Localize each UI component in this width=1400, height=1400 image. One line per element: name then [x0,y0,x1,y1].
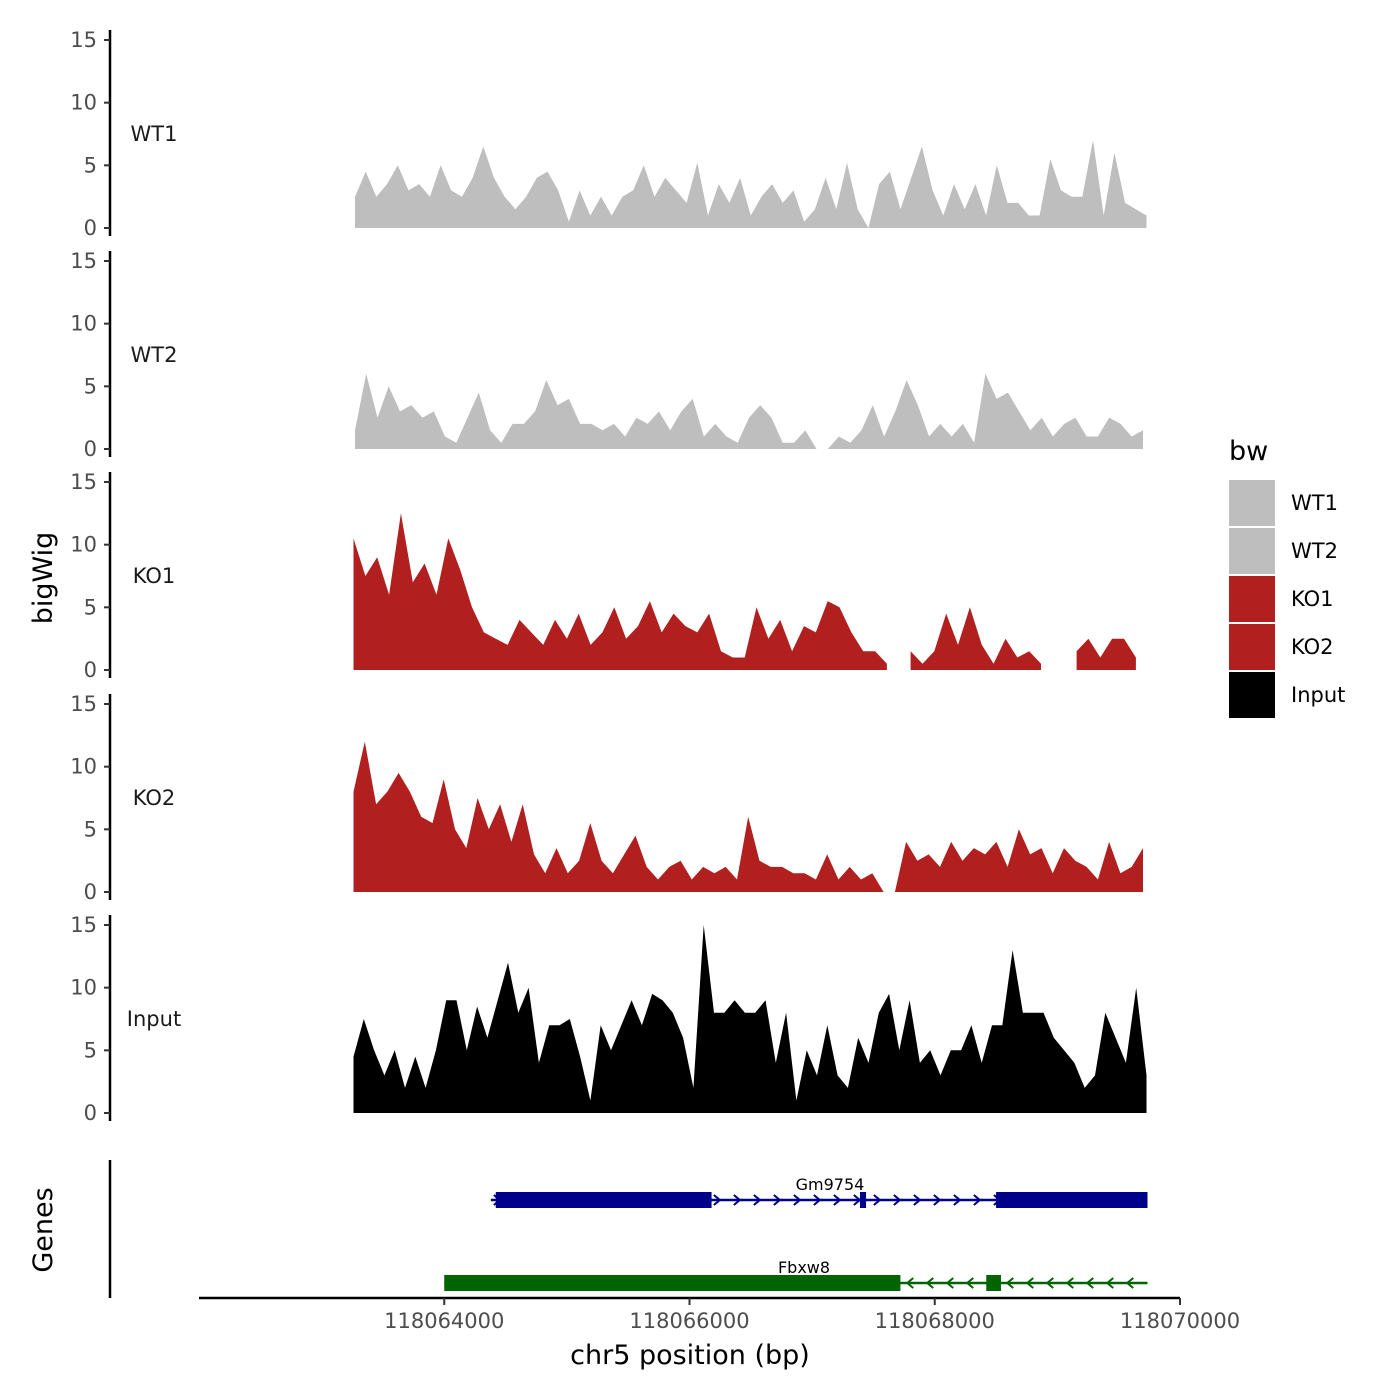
strand-arrow [973,1194,982,1206]
strand-arrow [1085,1277,1094,1289]
strand-arrow [733,1194,742,1206]
track-area-wt2 [355,373,1143,449]
strand-arrow [1125,1277,1134,1289]
legend-label: KO1 [1291,587,1334,611]
gene-gm9754: Gm9754 [490,1175,1148,1208]
strand-arrow [1045,1277,1054,1289]
strand-arrow [813,1194,822,1206]
y-tick-label: 15 [70,249,97,273]
y-tick-label: 15 [70,28,97,52]
legend-label: Input [1291,683,1345,707]
strand-arrow [893,1194,902,1206]
strand-arrow [1105,1277,1114,1289]
y-tick-label: 10 [70,312,97,336]
x-axis: 118064000 118066000 118068000 118070000 [199,1296,1240,1333]
track-area-ko1 [1076,638,1136,670]
strand-arrow [753,1194,762,1206]
y-tick-label: 5 [84,374,97,398]
gene-exon [986,1275,1001,1291]
gene-exon [996,1192,1148,1208]
y-tick-label: 5 [84,595,97,619]
strand-arrow [953,1194,962,1206]
track-label: KO2 [133,786,176,810]
gene-exon [444,1275,901,1291]
track-ko1: 0 5 10 15 KO1 [70,470,1136,682]
y-tick-label: 0 [84,880,97,904]
track-area-ko1 [353,513,887,670]
strand-arrow [905,1277,914,1289]
x-tick-label: 118064000 [384,1309,504,1333]
legend-label: WT2 [1291,539,1338,563]
track-label: KO1 [133,564,176,588]
strand-arrow [853,1194,862,1206]
legend-key-input [1229,672,1275,718]
track-ko2: 0 5 10 15 KO2 [70,692,1143,904]
gene-exon [495,1192,712,1208]
y-tick-label: 10 [70,533,97,557]
genes-axis-title: Genes [28,1187,59,1272]
strand-arrow [713,1194,722,1206]
y-tick-label: 5 [84,1038,97,1062]
y-tick-label: 5 [84,817,97,841]
track-label: Input [127,1007,181,1031]
track-area-ko1 [910,607,1041,670]
y-tick-label: 10 [70,755,97,779]
legend-title: bw [1229,436,1268,467]
track-area-input [353,925,1147,1113]
strand-arrow [965,1277,974,1289]
y-tick-label: 15 [70,470,97,494]
legend: bw WT1 WT2 KO1 KO2 Input [1229,436,1345,718]
y-tick-label: 0 [84,437,97,461]
legend-key-wt1 [1229,480,1275,526]
track-area-wt1 [355,140,1147,228]
y-tick-label: 10 [70,976,97,1000]
track-wt1: 0 5 10 15 WT1 [70,28,1147,240]
y-tick-label: 0 [84,216,97,240]
strand-arrow [873,1194,882,1206]
strand-arrow [1005,1277,1014,1289]
gene-label: Fbxw8 [778,1258,830,1277]
strand-arrow [1025,1277,1034,1289]
strand-arrow [793,1194,802,1206]
gene-track: Gm9754 Fbxw8 [108,1160,1148,1298]
y-tick-label: 15 [70,692,97,716]
strand-arrow [933,1194,942,1206]
track-wt2: 0 5 10 15 WT2 [70,249,1143,461]
y-tick-label: 15 [70,913,97,937]
legend-label: KO2 [1291,635,1334,659]
y-axis-title: bigWig [28,532,59,625]
strand-arrow [833,1194,842,1206]
strand-arrow [1065,1277,1074,1289]
gene-label: Gm9754 [796,1175,865,1194]
y-tick-label: 0 [84,1101,97,1125]
strand-arrow [925,1277,934,1289]
legend-key-ko1 [1229,576,1275,622]
y-tick-label: 10 [70,91,97,115]
strand-arrow [945,1277,954,1289]
y-tick-label: 0 [84,658,97,682]
gene-exon [859,1192,867,1208]
x-tick-label: 118068000 [875,1309,995,1333]
legend-key-ko2 [1229,624,1275,670]
x-tick-label: 118066000 [629,1309,749,1333]
legend-key-wt2 [1229,528,1275,574]
x-tick-label: 118070000 [1120,1309,1240,1333]
x-axis-title: chr5 position (bp) [570,1340,810,1371]
strand-arrow [913,1194,922,1206]
track-area-ko2 [353,741,1143,892]
gene-fbxw8: Fbxw8 [444,1258,1148,1291]
track-label: WT1 [131,122,178,146]
track-label: WT2 [131,343,178,367]
strand-arrow [773,1194,782,1206]
y-tick-label: 5 [84,153,97,177]
bigwig-tracks: 0 5 10 15 WT1 0 5 10 15 WT2 0 5 10 15 KO1 0 5 10 15 KO2 0 5 10… [70,28,1147,1125]
legend-label: WT1 [1291,491,1338,515]
track-input: 0 5 10 15 Input [70,913,1147,1125]
